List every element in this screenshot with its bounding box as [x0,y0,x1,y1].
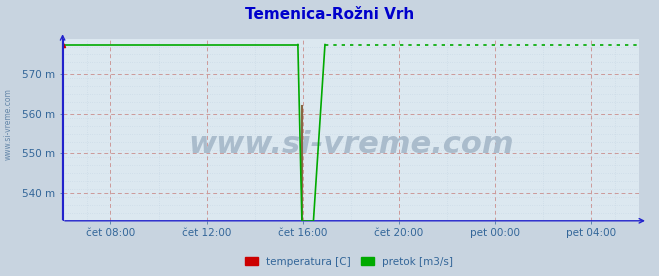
Text: www.si-vreme.com: www.si-vreme.com [188,130,514,159]
Text: www.si-vreme.com: www.si-vreme.com [3,88,13,160]
Text: Temenica-Rožni Vrh: Temenica-Rožni Vrh [245,7,414,22]
Legend: temperatura [C], pretok [m3/s]: temperatura [C], pretok [m3/s] [241,253,457,271]
